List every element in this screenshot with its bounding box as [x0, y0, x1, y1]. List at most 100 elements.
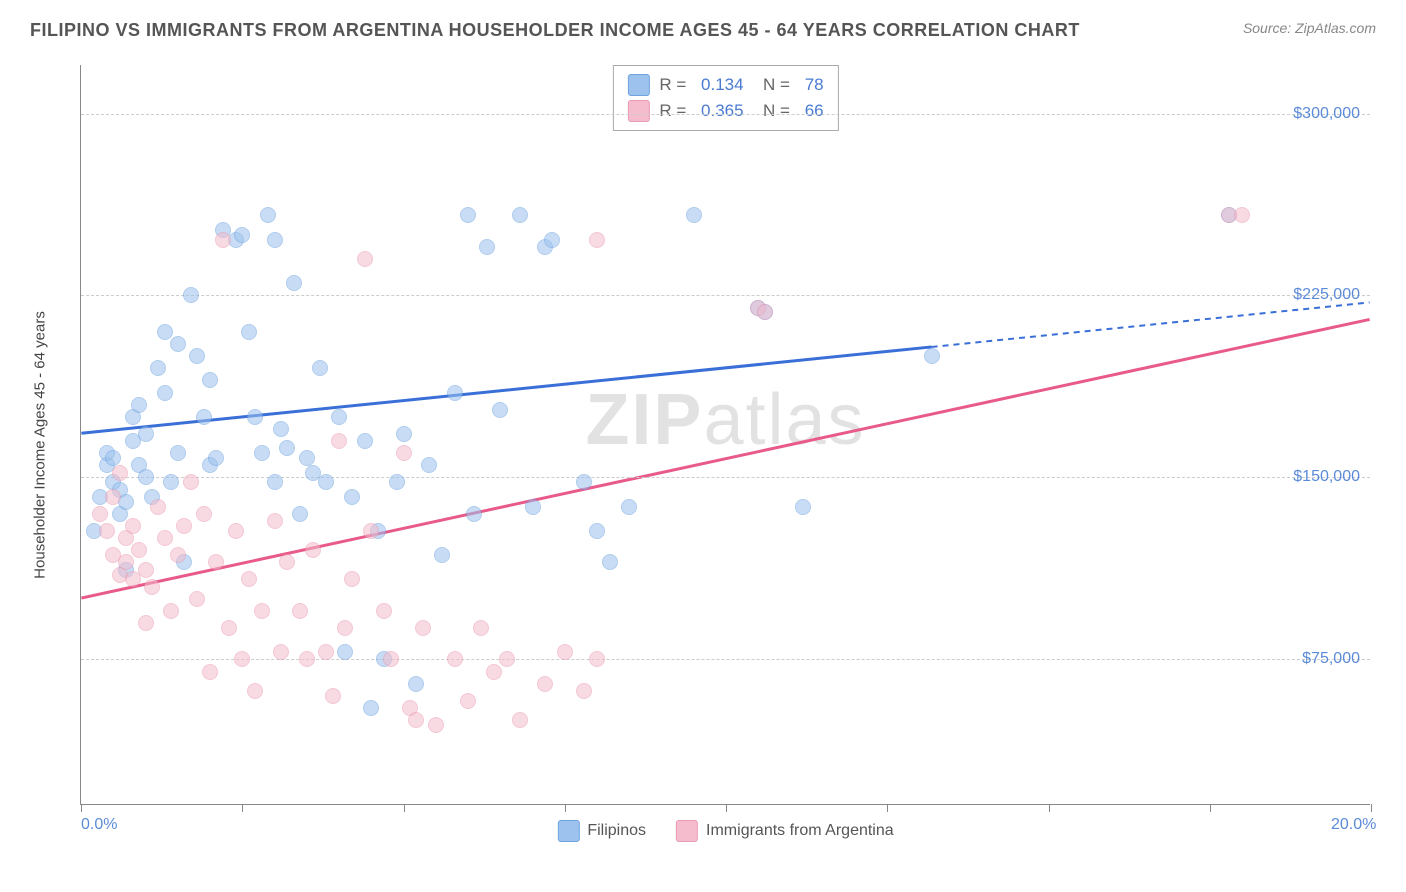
scatter-point: [621, 499, 637, 515]
scatter-point: [221, 620, 237, 636]
scatter-point: [331, 433, 347, 449]
scatter-point: [202, 664, 218, 680]
scatter-point: [279, 554, 295, 570]
x-tick-mark: [1371, 804, 1372, 812]
source-attribution: Source: ZipAtlas.com: [1243, 20, 1376, 36]
x-tick-mark: [565, 804, 566, 812]
scatter-point: [99, 523, 115, 539]
series-legend: Filipinos Immigrants from Argentina: [557, 820, 893, 842]
scatter-point: [512, 712, 528, 728]
scatter-point: [318, 474, 334, 490]
stats-row: R = 0.134 N = 78: [627, 72, 823, 98]
scatter-point: [331, 409, 347, 425]
scatter-point: [170, 445, 186, 461]
trend-line: [81, 319, 1369, 598]
scatter-point: [460, 693, 476, 709]
x-tick-mark: [1210, 804, 1211, 812]
scatter-point: [589, 651, 605, 667]
scatter-point: [757, 304, 773, 320]
y-tick-label: $75,000: [1302, 650, 1360, 668]
scatter-point: [466, 506, 482, 522]
correlation-stats-legend: R = 0.134 N = 78 R = 0.365 N = 66: [612, 65, 838, 131]
scatter-point: [421, 457, 437, 473]
scatter-point: [479, 239, 495, 255]
y-tick-label: $300,000: [1293, 105, 1360, 123]
scatter-point: [512, 207, 528, 223]
gridline: [81, 114, 1370, 115]
scatter-point: [138, 426, 154, 442]
chart-title: FILIPINO VS IMMIGRANTS FROM ARGENTINA HO…: [30, 20, 1080, 41]
scatter-point: [537, 676, 553, 692]
gridline: [81, 659, 1370, 660]
scatter-point: [144, 579, 160, 595]
scatter-point: [447, 651, 463, 667]
scatter-point: [267, 232, 283, 248]
scatter-point: [247, 409, 263, 425]
watermark: ZIPatlas: [585, 379, 865, 461]
scatter-point: [357, 251, 373, 267]
scatter-point: [305, 542, 321, 558]
scatter-point: [344, 571, 360, 587]
scatter-point: [92, 506, 108, 522]
scatter-point: [150, 360, 166, 376]
scatter-point: [1234, 207, 1250, 223]
scatter-point: [228, 523, 244, 539]
x-tick-mark: [1049, 804, 1050, 812]
legend-swatch: [557, 820, 579, 842]
scatter-point: [163, 603, 179, 619]
x-tick-mark: [404, 804, 405, 812]
scatter-point: [286, 275, 302, 291]
scatter-point: [589, 232, 605, 248]
scatter-point: [499, 651, 515, 667]
plot-area: ZIPatlas R = 0.134 N = 78 R = 0.365 N = …: [80, 65, 1370, 805]
scatter-point: [363, 523, 379, 539]
scatter-point: [557, 644, 573, 660]
scatter-point: [292, 506, 308, 522]
x-tick-mark: [887, 804, 888, 812]
scatter-point: [325, 688, 341, 704]
scatter-point: [267, 513, 283, 529]
legend-swatch: [627, 100, 649, 122]
stat-r-label: R =: [659, 75, 691, 95]
scatter-point: [247, 683, 263, 699]
scatter-point: [254, 603, 270, 619]
scatter-point: [396, 445, 412, 461]
scatter-point: [183, 474, 199, 490]
scatter-point: [189, 348, 205, 364]
legend-label: Immigrants from Argentina: [706, 822, 894, 840]
scatter-point: [202, 372, 218, 388]
scatter-point: [389, 474, 405, 490]
scatter-point: [299, 651, 315, 667]
y-tick-label: $150,000: [1293, 468, 1360, 486]
scatter-point: [383, 651, 399, 667]
scatter-point: [157, 530, 173, 546]
scatter-point: [241, 571, 257, 587]
x-tick-mark: [242, 804, 243, 812]
scatter-point: [357, 433, 373, 449]
scatter-point: [215, 232, 231, 248]
trend-line-extrapolated: [932, 302, 1370, 346]
scatter-point: [460, 207, 476, 223]
x-tick-label: 20.0%: [1331, 816, 1376, 834]
scatter-point: [105, 489, 121, 505]
x-tick-mark: [81, 804, 82, 812]
scatter-point: [138, 615, 154, 631]
scatter-point: [138, 469, 154, 485]
scatter-point: [138, 562, 154, 578]
scatter-point: [337, 644, 353, 660]
legend-swatch: [627, 74, 649, 96]
scatter-point: [318, 644, 334, 660]
scatter-point: [118, 554, 134, 570]
y-tick-label: $225,000: [1293, 286, 1360, 304]
scatter-point: [525, 499, 541, 515]
gridline: [81, 295, 1370, 296]
scatter-point: [544, 232, 560, 248]
scatter-point: [486, 664, 502, 680]
scatter-point: [396, 426, 412, 442]
scatter-point: [428, 717, 444, 733]
scatter-point: [795, 499, 811, 515]
scatter-point: [292, 603, 308, 619]
scatter-point: [196, 409, 212, 425]
scatter-point: [686, 207, 702, 223]
scatter-point: [312, 360, 328, 376]
